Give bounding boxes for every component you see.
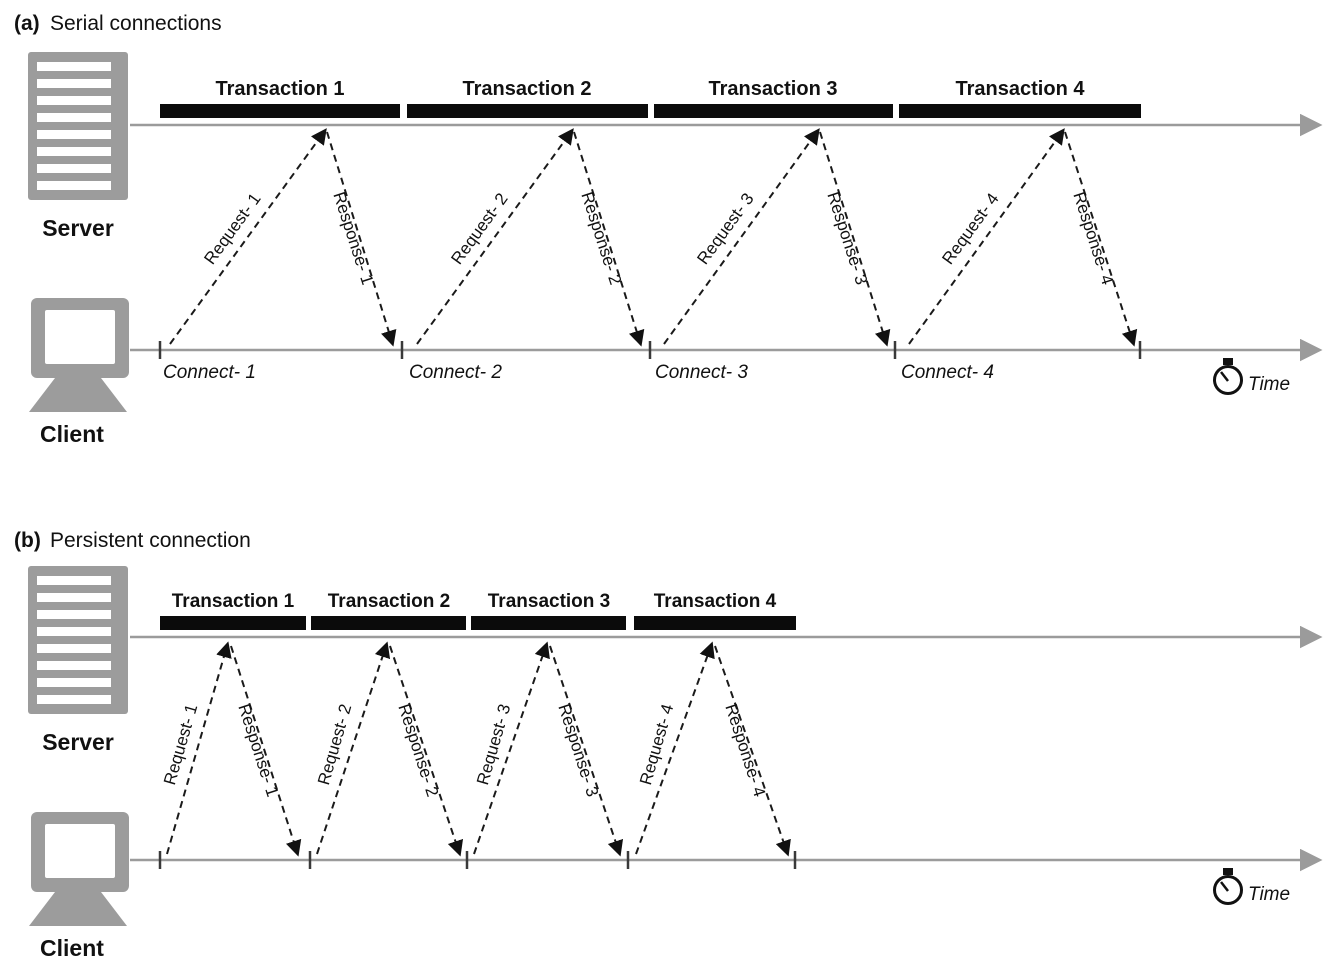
response-arrow (549, 645, 624, 857)
connect-label: Connect- 2 (409, 362, 502, 383)
response-label: Response- 4 (1069, 190, 1117, 288)
request-arrow (316, 641, 391, 855)
connect-label: Connect- 3 (655, 362, 748, 383)
panel-a-title: Serial connections (50, 12, 222, 35)
request-arrow (169, 128, 327, 345)
transaction-label: Transaction 4 (654, 591, 777, 612)
transaction-label: Transaction 3 (709, 78, 838, 100)
response-arrow (326, 131, 397, 347)
client-icon (29, 298, 129, 412)
transaction-bar (407, 104, 648, 118)
request-label: Request- 3 (693, 190, 757, 268)
request-arrow (635, 641, 715, 855)
request-label: Request- 4 (636, 702, 677, 787)
transaction-label: Transaction 4 (956, 78, 1086, 100)
response-arrow (389, 645, 464, 857)
transaction-bar (654, 104, 893, 118)
request-label: Request- 2 (447, 190, 511, 268)
request-label: Request- 4 (938, 190, 1002, 268)
response-label: Response- 1 (329, 190, 377, 288)
request-label: Request- 1 (200, 190, 264, 268)
response-arrow (230, 645, 302, 857)
response-label: Response- 3 (823, 190, 871, 288)
transaction-bar (160, 616, 306, 630)
server-icon (28, 566, 128, 714)
time-label: Time (1248, 884, 1290, 905)
transaction-label: Transaction 3 (488, 591, 611, 612)
response-label: Response- 2 (577, 190, 625, 288)
request-arrow (166, 641, 232, 855)
transaction-bar (471, 616, 626, 630)
connect-label: Connect- 4 (901, 362, 994, 383)
panel-b-tag: (b) (14, 529, 41, 552)
response-arrow (1064, 131, 1138, 347)
time-label: Time (1248, 374, 1290, 395)
server-label: Server (42, 729, 114, 755)
client-icon (29, 812, 129, 926)
transaction-bar (311, 616, 466, 630)
request-arrow (908, 128, 1065, 345)
response-arrow (573, 131, 645, 347)
transaction-bar (634, 616, 796, 630)
request-arrow (663, 128, 820, 345)
request-label: Request- 3 (473, 702, 514, 787)
server-label: Server (42, 215, 114, 241)
response-arrow (714, 645, 791, 857)
request-arrow (473, 641, 550, 855)
client-label: Client (40, 935, 104, 961)
response-label: Response- 1 (234, 702, 282, 800)
request-arrow (416, 128, 574, 345)
connect-label: Connect- 1 (163, 362, 256, 383)
panel-a-tag: (a) (14, 12, 40, 35)
transaction-bar (899, 104, 1141, 118)
transaction-label: Transaction 2 (328, 591, 451, 612)
response-label: Response- 2 (394, 702, 442, 800)
transaction-label: Transaction 2 (463, 78, 592, 100)
response-label: Response- 3 (554, 702, 602, 800)
client-label: Client (40, 421, 104, 447)
transaction-bar (160, 104, 400, 118)
response-label: Response- 4 (721, 702, 769, 800)
stopwatch-icon (1213, 356, 1243, 395)
request-label: Request- 2 (314, 702, 355, 787)
request-label: Request- 1 (160, 702, 201, 787)
response-arrow (819, 131, 891, 347)
server-icon (28, 52, 128, 200)
panel-b-title: Persistent connection (50, 529, 251, 552)
transaction-label: Transaction 1 (172, 591, 295, 612)
stopwatch-icon (1213, 866, 1243, 905)
transaction-label: Transaction 1 (216, 78, 345, 100)
